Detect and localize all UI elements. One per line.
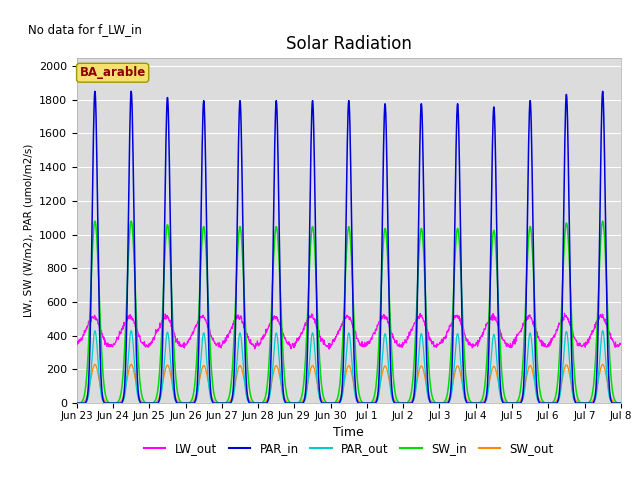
X-axis label: Time: Time bbox=[333, 426, 364, 439]
Y-axis label: LW, SW (W/m2), PAR (umol/m2/s): LW, SW (W/m2), PAR (umol/m2/s) bbox=[24, 144, 33, 317]
Text: No data for f_LW_in: No data for f_LW_in bbox=[28, 23, 141, 36]
Title: Solar Radiation: Solar Radiation bbox=[286, 35, 412, 53]
Text: BA_arable: BA_arable bbox=[79, 66, 146, 79]
Legend: LW_out, PAR_in, PAR_out, SW_in, SW_out: LW_out, PAR_in, PAR_out, SW_in, SW_out bbox=[140, 437, 558, 459]
